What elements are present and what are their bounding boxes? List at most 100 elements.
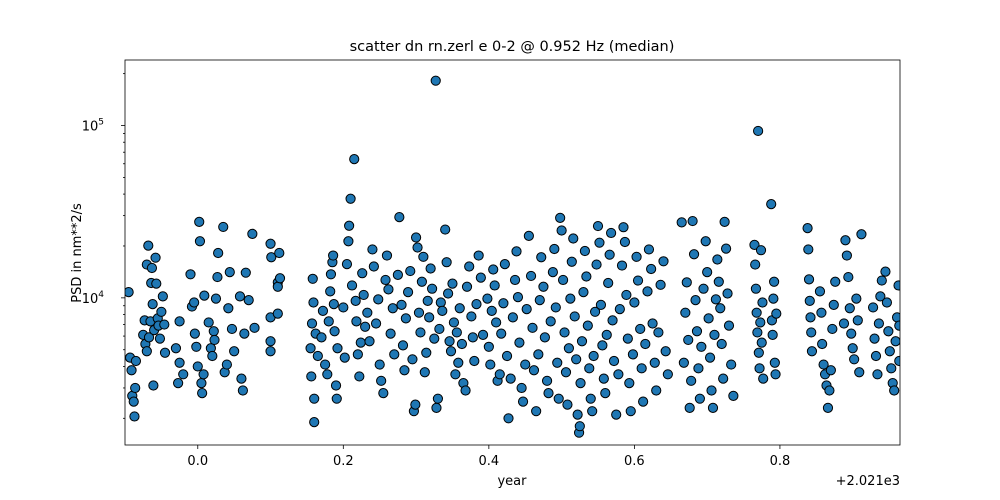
data-point xyxy=(445,346,457,357)
data-point xyxy=(849,354,860,365)
data-point xyxy=(555,212,566,224)
data-point xyxy=(437,305,448,316)
data-point xyxy=(141,346,152,357)
data-point xyxy=(752,327,763,338)
data-point xyxy=(592,220,604,232)
data-point xyxy=(716,338,727,350)
data-point xyxy=(410,232,422,243)
data-point xyxy=(856,229,867,240)
data-point xyxy=(847,343,858,354)
data-point xyxy=(700,236,711,247)
data-point xyxy=(146,262,158,274)
data-point xyxy=(520,359,531,370)
data-points xyxy=(125,75,900,438)
x-tick-label: 0.8 xyxy=(770,454,791,469)
data-point xyxy=(585,393,596,404)
data-point xyxy=(814,286,826,297)
data-point xyxy=(170,343,182,354)
data-point xyxy=(247,228,258,240)
data-point xyxy=(425,263,436,274)
data-point xyxy=(189,328,200,339)
data-point xyxy=(317,305,329,316)
data-point xyxy=(723,320,735,331)
data-point xyxy=(565,293,576,304)
data-point xyxy=(360,321,371,332)
data-point xyxy=(517,396,529,407)
data-point xyxy=(370,318,382,329)
data-point xyxy=(208,326,219,337)
x-axis-offset-label: +2.021e3 xyxy=(836,474,900,489)
data-point xyxy=(632,275,644,286)
data-point xyxy=(129,411,140,422)
data-point xyxy=(312,350,323,362)
data-point xyxy=(461,281,473,292)
data-point xyxy=(385,328,396,339)
data-point xyxy=(362,307,373,318)
data-point xyxy=(662,369,673,380)
chart-title: scatter dn rn.zerl e 0-2 @ 0.952 Hz (med… xyxy=(350,39,675,55)
data-point xyxy=(751,307,762,318)
data-point xyxy=(209,334,220,346)
data-point xyxy=(322,369,333,380)
data-point xyxy=(755,245,767,256)
data-point xyxy=(345,193,356,204)
data-point xyxy=(415,327,426,338)
data-point xyxy=(883,326,894,337)
data-point xyxy=(373,294,384,305)
data-point xyxy=(651,385,662,396)
data-point xyxy=(413,307,425,318)
data-point xyxy=(844,303,855,314)
data-point xyxy=(805,312,816,323)
data-point xyxy=(870,350,882,362)
data-point xyxy=(357,268,368,279)
data-point xyxy=(594,237,605,248)
data-point xyxy=(576,336,588,347)
data-point xyxy=(265,238,276,249)
data-point xyxy=(709,329,720,340)
x-tick-label: 0.6 xyxy=(624,454,645,469)
data-point xyxy=(710,294,721,305)
data-point xyxy=(341,258,353,270)
data-point xyxy=(694,393,705,404)
data-point xyxy=(249,322,260,333)
data-point xyxy=(683,334,694,346)
data-point xyxy=(640,338,651,350)
data-point xyxy=(707,402,719,413)
y-axis-label: PSD in nm**2/s xyxy=(70,203,85,303)
data-point xyxy=(424,312,435,323)
data-point xyxy=(173,378,184,389)
data-point xyxy=(769,276,780,287)
data-point xyxy=(501,350,513,362)
data-point xyxy=(496,328,507,339)
data-point xyxy=(150,252,161,263)
data-point xyxy=(582,320,593,331)
data-point xyxy=(151,278,162,289)
data-point xyxy=(454,303,465,314)
data-point xyxy=(578,286,589,298)
data-point xyxy=(221,359,232,370)
data-point xyxy=(629,297,640,308)
data-point xyxy=(769,357,780,368)
data-point xyxy=(410,399,421,410)
data-point xyxy=(767,329,778,340)
data-point xyxy=(323,316,334,327)
data-point xyxy=(655,279,666,290)
data-point xyxy=(559,327,570,338)
data-point xyxy=(658,256,669,267)
data-point xyxy=(840,235,851,246)
data-point xyxy=(713,276,724,287)
data-point xyxy=(568,233,579,244)
data-point xyxy=(486,305,497,316)
data-point xyxy=(611,409,622,420)
data-point xyxy=(265,346,276,357)
data-point xyxy=(126,365,137,376)
data-point xyxy=(212,271,223,283)
data-point xyxy=(635,323,646,335)
data-point xyxy=(483,341,494,352)
data-point xyxy=(331,393,342,404)
data-point xyxy=(203,317,214,328)
data-point xyxy=(325,269,337,280)
data-point xyxy=(563,343,575,354)
data-point xyxy=(485,359,496,370)
